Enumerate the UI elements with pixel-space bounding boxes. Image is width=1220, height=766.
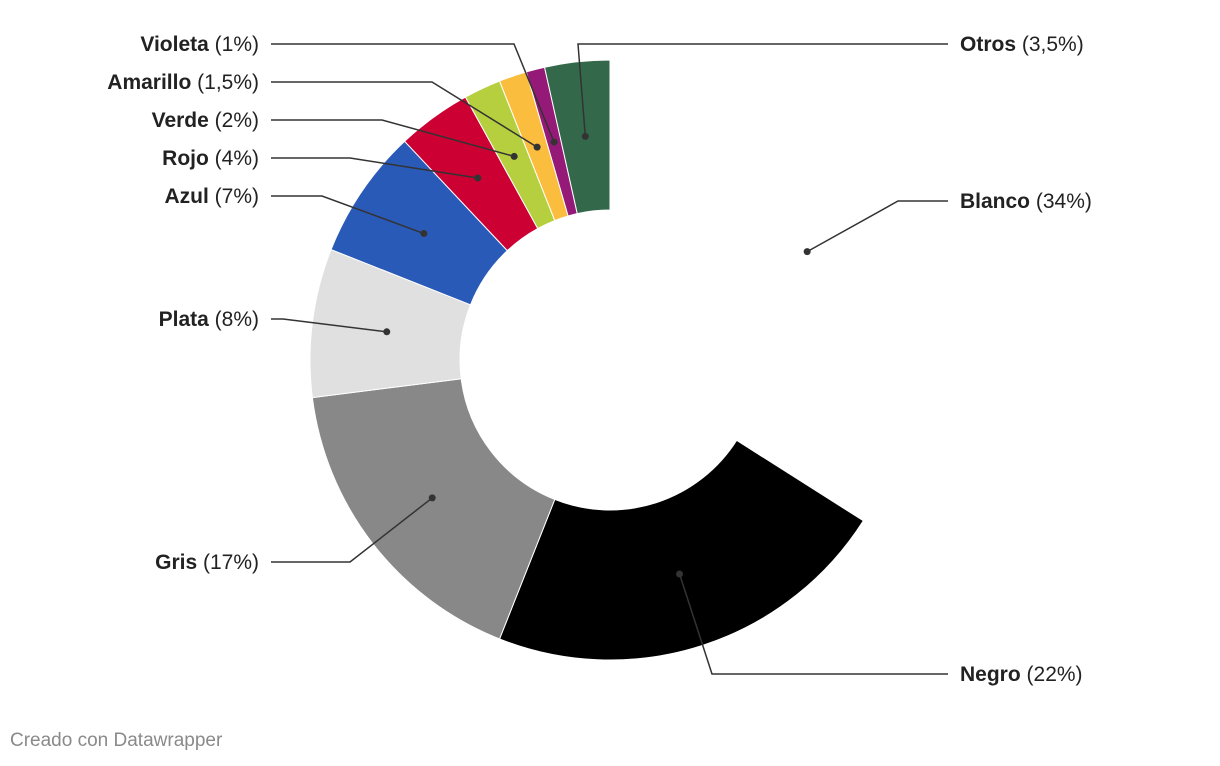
label-name-azul: Azul (164, 185, 208, 208)
slice-blanco (609, 59, 911, 522)
label-value-plata: (8%) (209, 308, 259, 331)
leader-dot-verde (510, 152, 518, 160)
label-name-negro: Negro (960, 663, 1021, 686)
label-name-violeta: Violeta (140, 33, 209, 56)
leader-line-azul (271, 195, 425, 235)
label-azul: Azul (7%) (164, 185, 259, 208)
leader-line-violeta (271, 43, 555, 143)
label-gris: Gris (17%) (155, 551, 259, 574)
leader-line-verde (271, 119, 515, 158)
slice-otros (543, 59, 611, 215)
label-verde: Verde (2%) (152, 109, 259, 132)
leader-dot-azul (420, 230, 428, 238)
leader-dot-otros (581, 132, 589, 140)
label-name-otros: Otros (960, 33, 1016, 56)
leader-line-otros (577, 43, 948, 137)
label-value-negro: (22%) (1021, 663, 1083, 686)
leader-dot-plata (383, 328, 391, 336)
slice-labels: Blanco (34%) Negro (22%) Gris (17%) Plata (… (107, 33, 1092, 686)
label-value-azul: (7%) (209, 185, 259, 208)
label-value-rojo: (4%) (209, 147, 259, 170)
footer-credit: Creado con Datawrapper (10, 730, 223, 751)
label-name-amarillo: Amarillo (107, 71, 191, 94)
leader-line-rojo (271, 157, 478, 179)
donut-slices (309, 59, 911, 661)
leader-lines (271, 43, 948, 675)
label-plata: Plata (8%) (159, 308, 259, 331)
leader-line-blanco (806, 200, 948, 253)
label-violeta: Violeta (1%) (140, 33, 259, 56)
label-otros: Otros (3,5%) (960, 33, 1084, 56)
leader-dot-blanco (803, 248, 811, 256)
leader-line-negro (678, 573, 948, 675)
label-value-otros: (3,5%) (1016, 33, 1084, 56)
label-negro: Negro (22%) (960, 663, 1083, 686)
label-name-verde: Verde (152, 109, 209, 132)
leader-line-amarillo (271, 81, 538, 148)
label-value-amarillo: (1,5%) (191, 71, 259, 94)
label-blanco: Blanco (34%) (960, 190, 1092, 213)
label-rojo: Rojo (4%) (162, 147, 259, 170)
label-value-violeta: (1%) (209, 33, 259, 56)
slice-negro (498, 439, 864, 661)
slice-gris (311, 378, 556, 640)
leader-line-gris (271, 497, 433, 563)
label-value-blanco: (34%) (1030, 190, 1092, 213)
label-amarillo: Amarillo (1,5%) (107, 71, 259, 94)
label-name-gris: Gris (155, 551, 197, 574)
label-name-rojo: Rojo (162, 147, 209, 170)
label-value-verde: (2%) (209, 109, 259, 132)
leader-dot-violeta (550, 138, 558, 146)
label-name-plata: Plata (159, 308, 210, 331)
leader-dot-gris (428, 494, 436, 502)
leader-dot-rojo (474, 174, 482, 182)
leader-line-plata (271, 318, 387, 333)
leader-dot-amarillo (533, 143, 541, 151)
leader-dot-negro (676, 570, 684, 578)
label-name-blanco: Blanco (960, 190, 1030, 213)
label-value-gris: (17%) (197, 551, 259, 574)
